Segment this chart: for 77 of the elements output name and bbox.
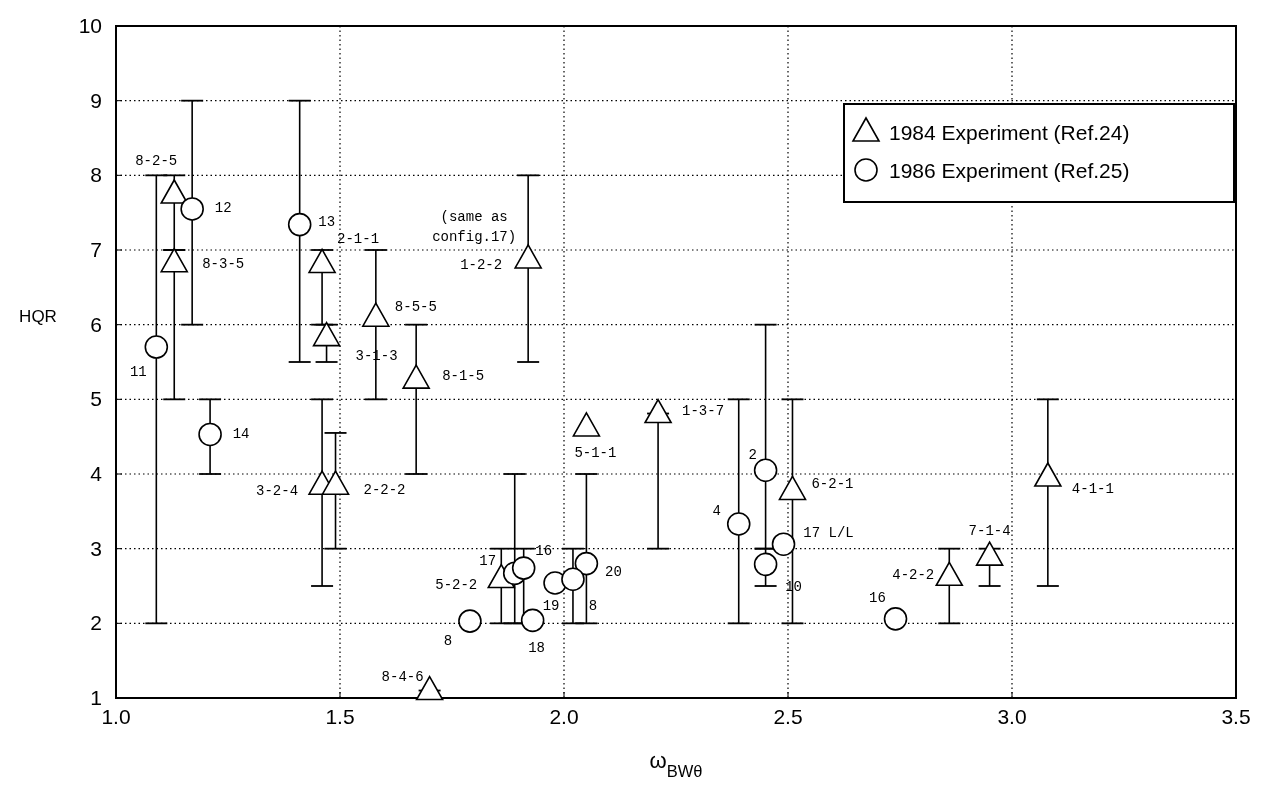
y-tick-label: 8 <box>90 163 102 187</box>
point <box>160 179 189 204</box>
point <box>644 398 672 424</box>
x-tick-label: 3.5 <box>1221 705 1251 728</box>
annotation: 5-2-2 <box>435 576 478 593</box>
point <box>160 247 189 273</box>
y-tick-label: 4 <box>90 462 103 485</box>
point <box>402 364 430 389</box>
y-tick-label: 9 <box>90 88 102 112</box>
annotation: 2-1-1 <box>337 231 380 248</box>
x-tick-label: 2.0 <box>549 705 579 728</box>
legend-label: 1984 Experiment (Ref.24) <box>889 121 1130 144</box>
y-axis-title: HQR <box>19 307 57 326</box>
y-tick-label: 7 <box>90 238 102 261</box>
annotation: (same as config.17) <box>432 208 517 245</box>
annotation: 18 <box>528 640 546 657</box>
annotation: 2 <box>748 447 757 464</box>
y-tick-label: 5 <box>90 387 102 411</box>
legend-label: 1986 Experiment (Ref.25) <box>889 159 1130 182</box>
annotation: 8-2-5 <box>135 153 178 169</box>
point <box>753 458 778 483</box>
annotation: 2-2-2 <box>363 482 406 499</box>
point <box>362 302 390 327</box>
y-tick-label: 10 <box>78 14 102 37</box>
x-tick-label: 1.5 <box>325 705 355 728</box>
annotation: 1-3-7 <box>682 402 725 419</box>
point <box>514 244 542 269</box>
annotation: 1-2-2 <box>460 256 503 273</box>
point <box>511 556 536 580</box>
annotation: 17 L/L <box>803 525 854 542</box>
annotation: 16 <box>869 589 886 606</box>
annotation: 8-4-6 <box>381 668 424 685</box>
point <box>771 532 796 556</box>
annotation: 14 <box>232 426 250 443</box>
annotation: 8-3-5 <box>202 255 245 272</box>
annotation: 8-1-5 <box>442 368 485 385</box>
annotation: 3-2-4 <box>256 483 299 500</box>
point <box>1034 462 1062 487</box>
annotation: 4-1-1 <box>1071 480 1114 497</box>
annotation: 19 <box>542 598 560 615</box>
x-axis-title: ω$_{BWθ}$ <box>649 748 703 780</box>
x-tick-label: 2.5 <box>773 705 803 728</box>
y-tick-label: 6 <box>90 312 102 336</box>
point <box>561 567 585 592</box>
point <box>308 248 336 274</box>
point <box>574 551 599 576</box>
x-tick-label: 1.0 <box>101 705 131 728</box>
annotation: 5-1-1 <box>574 444 617 461</box>
annotation: 16 <box>535 543 553 560</box>
y-tick-label: 1 <box>90 686 102 709</box>
point <box>726 512 751 536</box>
annotation: 4-2-2 <box>892 567 935 584</box>
annotation: 7-1-4 <box>968 523 1011 540</box>
point <box>935 561 964 587</box>
point <box>312 321 341 347</box>
point <box>520 608 545 633</box>
point <box>753 552 778 577</box>
point <box>198 422 222 447</box>
point <box>144 335 169 359</box>
annotation: 4 <box>712 503 721 520</box>
annotation: 11 <box>129 364 147 381</box>
annotation: 8 <box>443 633 453 650</box>
annotation: 17 <box>479 553 497 570</box>
point <box>458 609 482 633</box>
y-tick-label: 2 <box>90 611 102 635</box>
annotation: 8 <box>588 598 598 615</box>
point <box>778 475 807 501</box>
point <box>572 412 601 437</box>
point <box>883 607 908 631</box>
annotation: 13 <box>318 213 336 230</box>
annotation: 20 <box>604 563 622 580</box>
x-tick-label: 3.0 <box>997 705 1027 728</box>
annotation: 12 <box>214 199 232 216</box>
point <box>321 470 350 495</box>
y-tick-label: 3 <box>90 536 102 560</box>
annotation: 8-5-5 <box>394 299 437 316</box>
annotation: 6-2-1 <box>811 476 854 493</box>
